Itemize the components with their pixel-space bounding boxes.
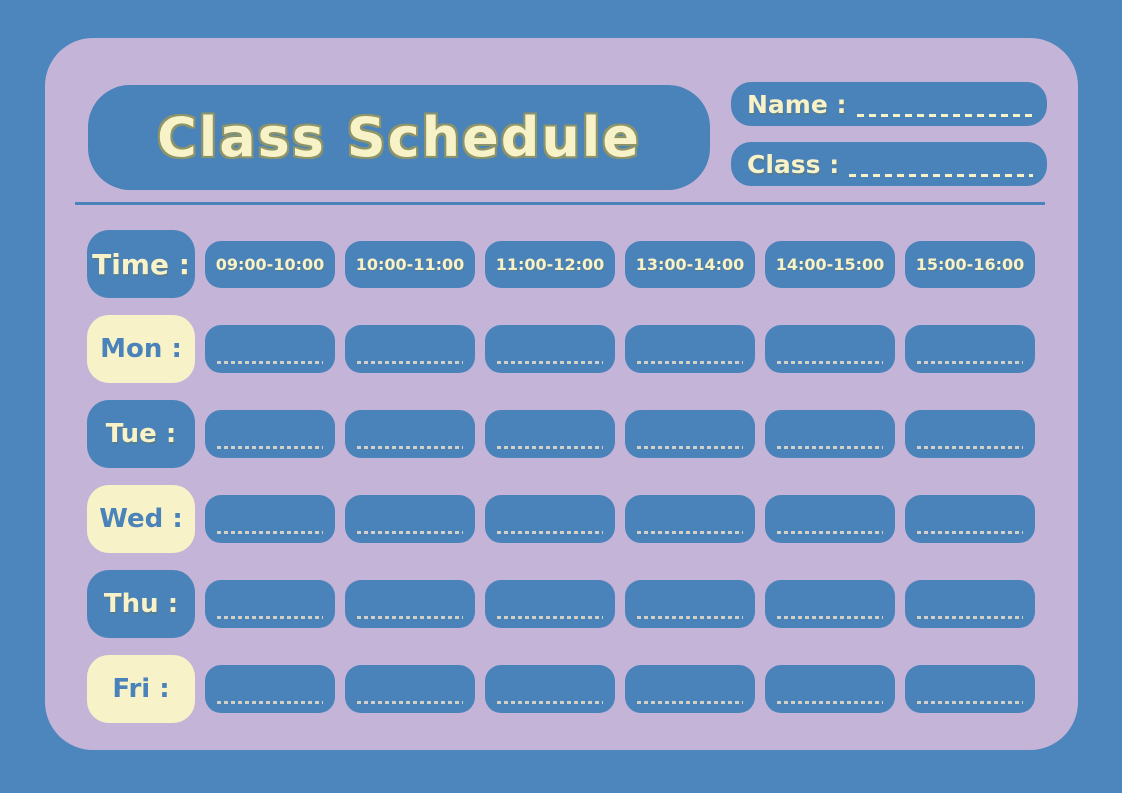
schedule-cell-tue[interactable] bbox=[625, 410, 755, 458]
title-banner: Class Schedule bbox=[88, 85, 710, 190]
schedule-cell-wed[interactable] bbox=[345, 495, 475, 543]
time-slot-4: 13:00-14:00 bbox=[625, 240, 755, 288]
schedule-cell-tue[interactable] bbox=[765, 410, 895, 458]
schedule-grid: Time : 09:00-10:00 10:00-11:00 11:00-12:… bbox=[87, 230, 1035, 723]
schedule-cell-wed[interactable] bbox=[625, 495, 755, 543]
schedule-cell-fri[interactable] bbox=[485, 665, 615, 713]
header: Class Schedule Name : Class : bbox=[45, 38, 1078, 190]
schedule-card: Class Schedule Name : Class : Time : 09:… bbox=[45, 38, 1078, 750]
time-slot-1: 09:00-10:00 bbox=[205, 240, 335, 288]
schedule-cell-thu[interactable] bbox=[345, 580, 475, 628]
schedule-cell-tue[interactable] bbox=[485, 410, 615, 458]
class-fill-line[interactable] bbox=[849, 173, 1033, 177]
time-slot-2: 10:00-11:00 bbox=[345, 240, 475, 288]
time-slot-5: 14:00-15:00 bbox=[765, 240, 895, 288]
schedule-cell-tue[interactable] bbox=[905, 410, 1035, 458]
day-label-thu: Thu : bbox=[87, 570, 195, 638]
day-label-wed: Wed : bbox=[87, 485, 195, 553]
schedule-cell-thu[interactable] bbox=[205, 580, 335, 628]
schedule-cell-thu[interactable] bbox=[485, 580, 615, 628]
time-slot-3: 11:00-12:00 bbox=[485, 240, 615, 288]
schedule-cell-mon[interactable] bbox=[765, 325, 895, 373]
schedule-cell-tue[interactable] bbox=[345, 410, 475, 458]
header-divider bbox=[75, 202, 1045, 205]
schedule-cell-thu[interactable] bbox=[905, 580, 1035, 628]
schedule-cell-wed[interactable] bbox=[485, 495, 615, 543]
name-field[interactable]: Name : bbox=[731, 82, 1047, 126]
schedule-cell-fri[interactable] bbox=[205, 665, 335, 713]
schedule-cell-wed[interactable] bbox=[905, 495, 1035, 543]
schedule-cell-thu[interactable] bbox=[765, 580, 895, 628]
class-field[interactable]: Class : bbox=[731, 142, 1047, 186]
schedule-cell-mon[interactable] bbox=[625, 325, 755, 373]
schedule-cell-fri[interactable] bbox=[345, 665, 475, 713]
name-label: Name : bbox=[747, 89, 847, 119]
name-fill-line[interactable] bbox=[856, 113, 1033, 117]
schedule-cell-mon[interactable] bbox=[905, 325, 1035, 373]
time-header-label: Time : bbox=[87, 230, 195, 298]
day-label-tue: Tue : bbox=[87, 400, 195, 468]
schedule-cell-mon[interactable] bbox=[205, 325, 335, 373]
schedule-cell-fri[interactable] bbox=[765, 665, 895, 713]
identity-fields: Name : Class : bbox=[731, 82, 1047, 190]
day-label-fri: Fri : bbox=[87, 655, 195, 723]
schedule-cell-fri[interactable] bbox=[905, 665, 1035, 713]
page-title: Class Schedule bbox=[157, 106, 641, 169]
schedule-cell-tue[interactable] bbox=[205, 410, 335, 458]
schedule-cell-mon[interactable] bbox=[345, 325, 475, 373]
time-slot-6: 15:00-16:00 bbox=[905, 240, 1035, 288]
schedule-cell-mon[interactable] bbox=[485, 325, 615, 373]
schedule-cell-thu[interactable] bbox=[625, 580, 755, 628]
day-label-mon: Mon : bbox=[87, 315, 195, 383]
schedule-cell-wed[interactable] bbox=[205, 495, 335, 543]
class-label: Class : bbox=[747, 149, 840, 179]
schedule-cell-fri[interactable] bbox=[625, 665, 755, 713]
schedule-cell-wed[interactable] bbox=[765, 495, 895, 543]
